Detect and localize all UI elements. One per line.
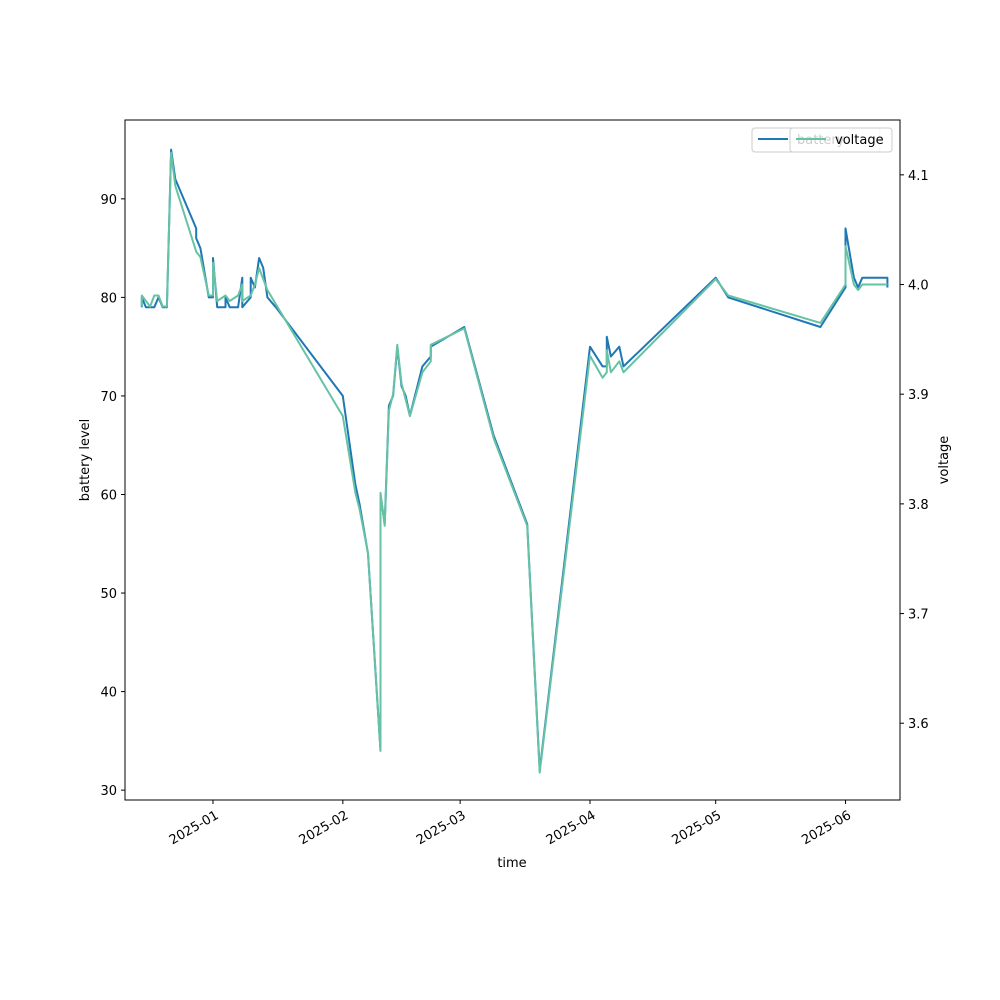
y-axis-left-label: battery level bbox=[78, 419, 93, 502]
y-left-tick-label: 80 bbox=[100, 291, 117, 306]
y-right-tick-label: 4.1 bbox=[908, 169, 929, 184]
x-axis-label: time bbox=[497, 856, 526, 871]
y-left-tick-label: 70 bbox=[100, 390, 117, 405]
y-right-tick-label: 3.9 bbox=[908, 388, 929, 403]
legend-voltage-label: voltage bbox=[835, 133, 884, 148]
y-right-tick-label: 3.8 bbox=[908, 498, 929, 513]
legend-voltage-box bbox=[789, 127, 893, 153]
y-left-tick-label: 90 bbox=[100, 193, 117, 208]
y-left-tick-label: 50 bbox=[100, 587, 117, 602]
series-line-voltage bbox=[140, 151, 888, 774]
y-left-tick-label: 60 bbox=[100, 488, 117, 503]
y-left-tick-label: 30 bbox=[100, 784, 117, 799]
y-left-tick-label: 40 bbox=[100, 686, 117, 701]
y-right-tick-label: 4.0 bbox=[908, 279, 929, 294]
plot-area-frame bbox=[124, 119, 901, 801]
y-axis-right-label: voltage bbox=[937, 436, 952, 485]
y-right-tick-label: 3.6 bbox=[908, 717, 929, 732]
legend-voltage: voltage bbox=[789, 127, 893, 153]
y-right-tick-label: 3.7 bbox=[908, 608, 929, 623]
series-layer bbox=[140, 148, 889, 774]
